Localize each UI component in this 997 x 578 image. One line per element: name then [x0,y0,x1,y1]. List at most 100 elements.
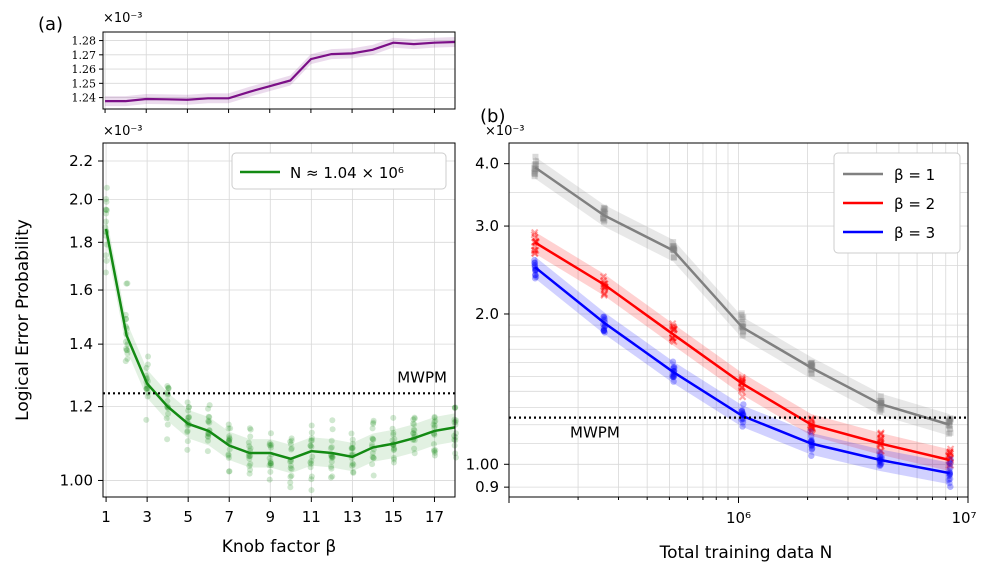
y-tick-label: 1.00 [466,455,499,473]
scatter-point [600,327,607,335]
x-tick-label: 17 [425,508,444,526]
scatter-point [143,385,150,392]
scatter-point [124,280,131,287]
scatter-point [165,384,172,391]
scatter-point [531,169,538,176]
scatter-point [738,393,747,401]
scatter-point [601,315,608,322]
scatter-point [308,473,315,480]
confidence-band [105,36,456,107]
scatter-point [671,245,678,252]
scatter-point [287,462,294,469]
scatter-point [102,252,109,259]
scatter-point [370,420,377,427]
scatter-point [267,460,274,467]
scatter-point [328,444,335,451]
scatter-point [369,425,376,432]
scatter-point [876,434,885,442]
scatter-point [947,483,954,490]
confidence-band [535,231,950,472]
y-tick-label: 1.28 [72,35,97,48]
scatter-point [946,459,953,466]
scatter-point [808,360,815,367]
scatter-point [738,384,746,392]
scatter-point [308,487,315,494]
scatter-point [945,430,952,437]
scatter-point [329,454,336,461]
scatter-point [601,218,608,225]
y-tick-label: 1.25 [72,77,97,90]
scatter-point [947,415,954,422]
scatter-point [738,310,745,317]
scatter-point [947,425,954,432]
scatter-point [431,448,438,455]
scatter-point [532,162,539,169]
scatter-point [410,416,417,423]
scatter-point [530,231,539,239]
scatter-point [368,441,375,448]
scatter-point [670,373,678,380]
scatter-point [328,437,335,444]
x-tick-label: 9 [266,508,276,526]
scatter-point [946,461,955,469]
scatter-point [740,327,747,334]
scatter-point [531,168,538,175]
scatter-point [184,399,191,406]
x-tick-label: 13 [343,508,362,526]
scatter-point [122,311,129,318]
scatter-point [329,453,336,460]
confidence-band [535,256,950,485]
scatter-point [185,407,192,414]
scatter-point [287,441,294,448]
y-tick-label: 1.27 [72,49,97,62]
scatter-point [390,454,397,461]
scatter-point [600,207,607,214]
scatter-point [430,441,437,448]
scatter-point [348,445,355,452]
scatter-point [530,246,539,254]
y-tick-label: 1.26 [72,63,97,76]
scatter-point [531,249,539,258]
scatter-point [226,435,233,442]
scatter-point [876,435,885,444]
scatter-point [670,325,678,333]
scatter-point [670,254,677,261]
scatter-point [738,312,745,319]
y-tick-label: 3.0 [475,217,499,235]
scatter-point [878,399,885,406]
plot-frame [102,142,456,498]
scatter-point [287,465,294,472]
scatter-point [308,429,315,436]
scatter-point [103,207,110,214]
scatter-point [601,205,608,212]
scatter-point [946,445,955,453]
scatter-point [329,473,336,480]
scatter-point [740,401,747,408]
scatter-point [266,476,273,483]
x-tick-label: 3 [142,508,152,526]
scatter-point [124,347,131,354]
scatter-point [431,413,438,420]
scatter-point [350,469,357,476]
scatter-point [308,437,315,444]
scatter-point [370,472,377,479]
scatter-point [308,460,315,467]
scatter-point [348,444,355,451]
scatter-point [204,448,211,455]
scatter-point [600,324,607,332]
scatter-point [947,460,954,467]
scatter-point [349,444,356,451]
scatter-point [808,370,815,377]
legend-label: β = 3 [894,224,935,242]
scatter-point [307,464,314,471]
scatter-point [411,427,418,434]
scatter-point [530,249,539,257]
scatter-point [205,405,212,412]
scatter-point [143,364,150,371]
scatter-point [945,417,952,424]
scatter-point [430,421,437,428]
scatter-point [532,271,539,279]
scatter-point [739,332,746,339]
scatter-point [532,170,539,177]
